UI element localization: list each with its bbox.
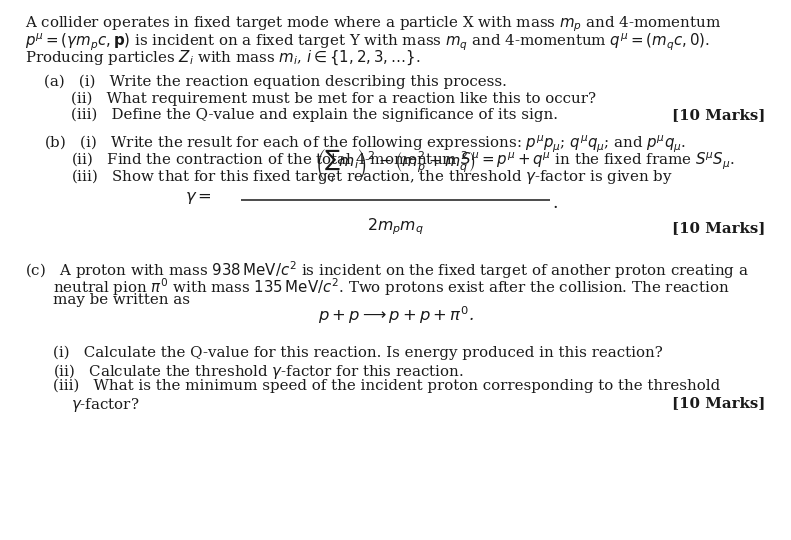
- Text: may be written as: may be written as: [53, 293, 190, 307]
- Text: [10 Marks]: [10 Marks]: [672, 108, 766, 122]
- Text: (ii)   Calculate the threshold $\gamma$-factor for this reaction.: (ii) Calculate the threshold $\gamma$-fa…: [53, 362, 464, 381]
- Text: .: .: [552, 194, 558, 212]
- Text: $\gamma$-factor?: $\gamma$-factor?: [71, 396, 139, 414]
- Text: $2m_p m_q$: $2m_p m_q$: [367, 216, 424, 237]
- Text: (ii)   What requirement must be met for a reaction like this to occur?: (ii) What requirement must be met for a …: [71, 91, 596, 106]
- Text: neutral pion $\pi^0$ with mass $135\,\mathrm{MeV}/c^2$. Two protons exist after : neutral pion $\pi^0$ with mass $135\,\ma…: [53, 276, 729, 298]
- Text: (i)   Calculate the Q-value for this reaction. Is energy produced in this reacti: (i) Calculate the Q-value for this react…: [53, 346, 663, 360]
- Text: (iii)   What is the minimum speed of the incident proton corresponding to the th: (iii) What is the minimum speed of the i…: [53, 379, 721, 394]
- Text: (ii)   Find the contraction of the total 4-momentum $S^{\mu} = p^{\mu} + q^{\mu}: (ii) Find the contraction of the total 4…: [71, 151, 735, 172]
- Text: $p + p \longrightarrow p + p + \pi^0$.: $p + p \longrightarrow p + p + \pi^0$.: [317, 305, 474, 326]
- Text: (c)   A proton with mass $938\,\mathrm{MeV}/c^2$ is incident on the fixed target: (c) A proton with mass $938\,\mathrm{MeV…: [25, 259, 749, 281]
- Text: $p^{\mu} = (\gamma m_p c, \mathbf{p})$ is incident on a fixed target Y with mass: $p^{\mu} = (\gamma m_p c, \mathbf{p})$ i…: [25, 31, 710, 52]
- Text: (a)   (i)   Write the reaction equation describing this process.: (a) (i) Write the reaction equation desc…: [44, 75, 506, 89]
- Text: (iii)   Show that for this fixed target reaction, the threshold $\gamma$-factor : (iii) Show that for this fixed target re…: [71, 167, 673, 186]
- Text: A collider operates in fixed target mode where a particle X with mass $m_p$ and : A collider operates in fixed target mode…: [25, 14, 721, 33]
- Text: $\gamma = $: $\gamma = $: [185, 189, 212, 206]
- Text: $\left(\sum_i m_i\right)^2 - \left(m_p^2 + m_q^2\right)$: $\left(\sum_i m_i\right)^2 - \left(m_p^2…: [316, 147, 475, 185]
- Text: [10 Marks]: [10 Marks]: [672, 221, 766, 235]
- Text: (b)   (i)   Write the result for each of the following expressions: $p^{\mu}p_{\: (b) (i) Write the result for each of the…: [44, 134, 686, 155]
- Text: [10 Marks]: [10 Marks]: [672, 396, 766, 410]
- Text: Producing particles $Z_i$ with mass $m_i$, $i \in \{1, 2, 3, \ldots\}$.: Producing particles $Z_i$ with mass $m_i…: [25, 49, 421, 67]
- Text: (iii)   Define the Q-value and explain the significance of its sign.: (iii) Define the Q-value and explain the…: [71, 108, 558, 123]
